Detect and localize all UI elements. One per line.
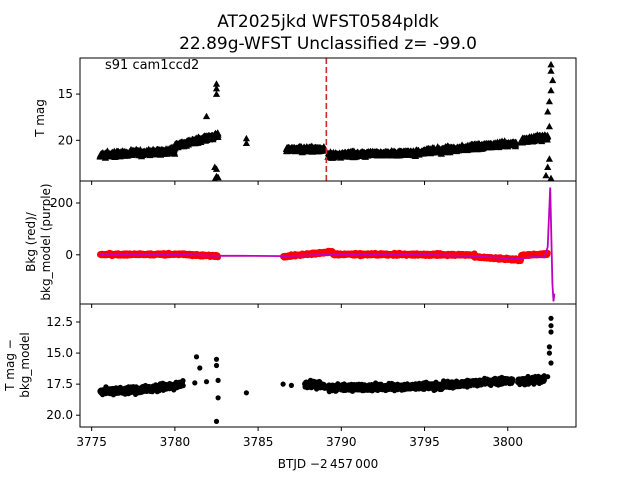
tmag-point (512, 139, 520, 146)
tmag-outlier-point (544, 108, 552, 115)
tmag-outlier-point (242, 134, 250, 142)
tmag-outlier-point (545, 97, 553, 105)
tmag-point (171, 150, 179, 157)
tmag-outlier-point (549, 76, 557, 84)
tmag-outlier-point (547, 67, 555, 74)
tmag-panel-outliers (202, 60, 557, 181)
tmag-outlier-point (242, 139, 250, 146)
tmag-outlier-point (544, 163, 552, 170)
bkg-model-line (99, 187, 556, 302)
tmag-outlier-point (542, 171, 550, 179)
residual-panel: 12.515.017.520.0 (46, 303, 577, 431)
figure-title-line1: AT2025jkd WFST0584pldk (217, 12, 439, 32)
residual-point (180, 378, 186, 384)
y-tick-label: 20 (58, 133, 73, 147)
y-tick-label: 15 (58, 87, 73, 101)
light-curve-segments-series (96, 129, 552, 161)
tmag-outlier-point (545, 122, 553, 130)
tmag-outlier-point (212, 90, 221, 97)
background-panel-frame (79, 180, 577, 305)
background-panel-plot-area (97, 187, 556, 302)
tmag-outlier-point (214, 173, 222, 181)
tmag-outlier-point (547, 60, 555, 68)
tmag-panel-plot-area (96, 60, 557, 181)
tmag-outlier-point (545, 155, 553, 162)
residual-point (180, 383, 186, 389)
tmag-outlier-point (547, 174, 555, 181)
residual-panel-plot-area (97, 315, 554, 424)
tmag-point (544, 132, 552, 140)
segments-series (97, 373, 548, 398)
tmag-outlier-point (547, 86, 555, 94)
y-tick-label: 0 (65, 248, 73, 262)
y-tick-label: 200 (50, 196, 73, 210)
tmag-panel-frame (79, 57, 577, 182)
tmag-point (214, 131, 222, 138)
figure-title-line2: 22.89g-WFST Unclassified z= -99.0 (179, 34, 477, 54)
tmag-outlier-point (212, 80, 221, 87)
tmag-outlier-point (212, 84, 221, 92)
tmag-outlier-point (202, 112, 211, 120)
background-panel: 0 200 (50, 180, 577, 308)
tmag-outlier-point (211, 163, 219, 170)
